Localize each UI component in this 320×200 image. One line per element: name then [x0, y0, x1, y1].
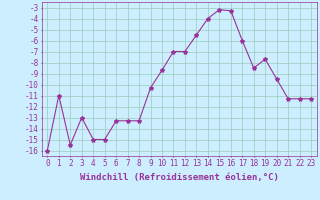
X-axis label: Windchill (Refroidissement éolien,°C): Windchill (Refroidissement éolien,°C) — [80, 173, 279, 182]
